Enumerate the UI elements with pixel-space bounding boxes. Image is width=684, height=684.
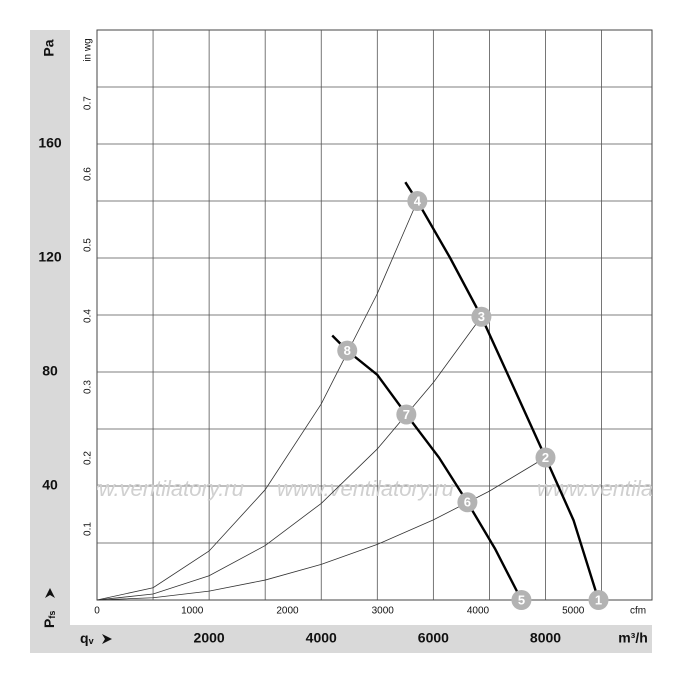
operating-point-label: 6 [464,495,471,510]
y2-unit: in wg [83,38,94,61]
x-tick-label: 2000 [194,630,225,646]
y-tick-label: 40 [42,477,58,493]
x-axis-panel [30,625,652,653]
y-tick-label: 160 [38,135,62,151]
y-symbol-main: P [41,619,57,628]
x-symbol-sub: v [89,636,94,646]
x-symbol: qv [80,630,94,647]
x2-tick-label: 2000 [276,606,299,617]
operating-point [471,306,492,327]
y2-tick-label: 0.4 [83,309,94,323]
x-tick-label: 8000 [530,630,561,646]
x-arrow [102,634,112,644]
y-symbol: Pfs [41,611,58,628]
operating-point-label: 2 [542,450,549,465]
y2-tick-label: 0.1 [83,522,94,536]
operating-point-label: 8 [344,343,351,358]
operating-point [337,340,358,361]
fan-curve [404,181,600,601]
curves: 1 2 3 4 5 6 7 8 [96,181,609,610]
y-axis-panel [30,30,70,653]
operating-point-label: 7 [403,407,410,422]
watermark: www.ventilatory.ru [67,476,244,501]
operating-point [396,404,417,425]
x2-tick-label: 0 [94,606,100,617]
x-symbol-main: q [80,630,89,646]
operating-point [511,590,532,610]
y2-tick-label: 0.5 [83,238,94,252]
y-tick-label: 80 [42,363,58,379]
x-unit: m³/h [618,630,648,646]
x2-tick-label: 1000 [181,606,204,617]
operating-point-label: 5 [518,592,525,607]
y2-tick-label: 0.7 [83,96,94,110]
x-tick-label: 6000 [418,630,449,646]
system-curve [96,316,482,601]
operating-point-label: 3 [478,309,485,324]
operating-point [407,191,428,211]
operating-point [457,492,478,513]
operating-point-label: 1 [595,592,602,607]
operating-point [535,447,556,468]
y-tick-label: 120 [38,249,62,265]
y-unit: Pa [41,39,57,56]
y2-tick-label: 0.6 [83,167,94,181]
x2-unit: cfm [630,606,646,617]
y-symbol-sub: fs [47,611,57,619]
y-arrow [45,588,55,598]
system-curve [96,200,418,601]
x2-tick-label: 3000 [372,606,395,617]
y2-tick-label: 0.2 [83,451,94,465]
watermark: www.ventilatory.ru [277,476,454,501]
operating-point-label: 4 [414,193,422,208]
x2-tick-label: 5000 [562,606,585,617]
x-tick-label: 4000 [306,630,337,646]
watermark-layer: www.ventilatory.ru www.ventilatory.ru www.… [67,476,652,501]
x2-tick-label: 4000 [467,606,490,617]
y2-tick-label: 0.3 [83,380,94,394]
operating-point [588,590,609,610]
